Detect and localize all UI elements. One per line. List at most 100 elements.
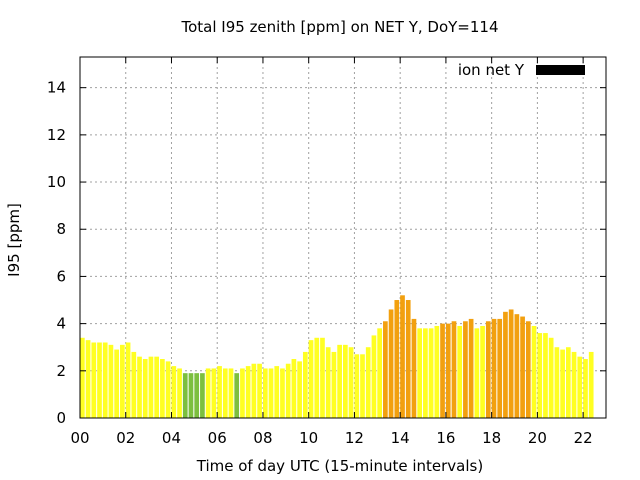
y-tick-label: 12 <box>47 126 66 144</box>
y-tick-label: 8 <box>56 220 66 238</box>
bar <box>543 333 548 418</box>
x-tick-label: 06 <box>208 429 227 447</box>
bar <box>577 356 583 418</box>
legend-swatch <box>536 65 585 75</box>
bar <box>188 373 194 418</box>
bar <box>588 351 594 418</box>
x-tick-label: 02 <box>116 429 135 447</box>
bar <box>348 347 354 418</box>
bar <box>302 351 308 418</box>
bar <box>428 328 434 418</box>
bar <box>331 351 337 418</box>
bar <box>262 368 268 418</box>
bar <box>308 340 314 418</box>
bar <box>228 368 234 418</box>
bar <box>394 300 400 418</box>
bar <box>560 349 565 418</box>
bar <box>200 373 205 418</box>
x-tick-label: 18 <box>482 429 501 447</box>
bar <box>554 347 560 418</box>
bar <box>445 323 451 418</box>
bar <box>514 314 520 418</box>
bar <box>177 368 182 418</box>
y-tick-label: 10 <box>47 173 66 191</box>
bar <box>280 368 285 418</box>
bar <box>474 328 480 418</box>
bar <box>80 337 85 418</box>
bar <box>91 342 97 418</box>
bar <box>217 366 222 418</box>
bar <box>131 351 137 418</box>
x-tick-label: 12 <box>345 429 364 447</box>
bar <box>240 368 245 418</box>
bar <box>171 366 177 418</box>
x-tick-label: 08 <box>253 429 272 447</box>
bar <box>434 325 440 418</box>
bar <box>154 356 160 418</box>
bar <box>365 347 371 418</box>
bar <box>525 321 531 418</box>
x-tick-label: 00 <box>70 429 89 447</box>
bar <box>137 356 142 418</box>
bar <box>537 333 543 418</box>
bar <box>371 335 377 418</box>
x-tick-label: 22 <box>574 429 593 447</box>
bar <box>274 366 280 418</box>
bar <box>102 342 108 418</box>
bar <box>583 359 588 418</box>
y-tick-label: 0 <box>56 409 66 427</box>
bar <box>268 368 274 418</box>
bar <box>457 325 463 418</box>
bar <box>485 321 491 418</box>
legend: ion net Y <box>458 61 585 79</box>
bar <box>548 337 554 418</box>
bar <box>468 318 474 418</box>
bar <box>571 351 577 418</box>
bar <box>417 328 423 418</box>
bar <box>85 340 91 418</box>
legend-label: ion net Y <box>458 61 525 79</box>
y-axis-label: I95 [ppm] <box>5 203 23 277</box>
bar <box>480 325 485 418</box>
plot-frame <box>79 56 607 419</box>
bar <box>531 325 537 418</box>
x-tick-label: 16 <box>436 429 455 447</box>
bar <box>503 311 508 418</box>
bar <box>411 318 417 418</box>
x-axis-label: Time of day UTC (15-minute intervals) <box>196 457 483 475</box>
bar <box>291 359 297 418</box>
x-tick-label: 04 <box>162 429 181 447</box>
bar <box>182 373 188 418</box>
y-tick-label: 2 <box>56 362 66 380</box>
bar <box>257 363 262 418</box>
bar <box>205 368 211 418</box>
bar <box>343 344 348 418</box>
bar <box>297 361 302 418</box>
bar <box>491 318 497 418</box>
bar <box>222 368 228 418</box>
bar <box>423 328 428 418</box>
bar <box>565 347 571 418</box>
bar <box>354 354 360 418</box>
bar <box>160 359 165 418</box>
bar <box>245 366 251 418</box>
bar <box>337 344 342 418</box>
y-tick-label: 6 <box>56 267 66 285</box>
bar <box>211 368 217 418</box>
bar <box>405 300 411 418</box>
bar <box>125 342 131 418</box>
bar <box>440 323 445 418</box>
bar <box>383 321 388 418</box>
x-tick-label: 10 <box>299 429 318 447</box>
bar <box>451 321 457 418</box>
bar <box>463 321 468 418</box>
chart-title: Total I95 zenith [ppm] on NET Y, DoY=114 <box>180 18 498 36</box>
bar <box>234 373 240 418</box>
bar <box>314 337 320 418</box>
x-tick-label: 20 <box>528 429 547 447</box>
bar <box>165 361 171 418</box>
bar <box>520 316 525 418</box>
bar <box>148 356 154 418</box>
bar <box>320 337 325 418</box>
